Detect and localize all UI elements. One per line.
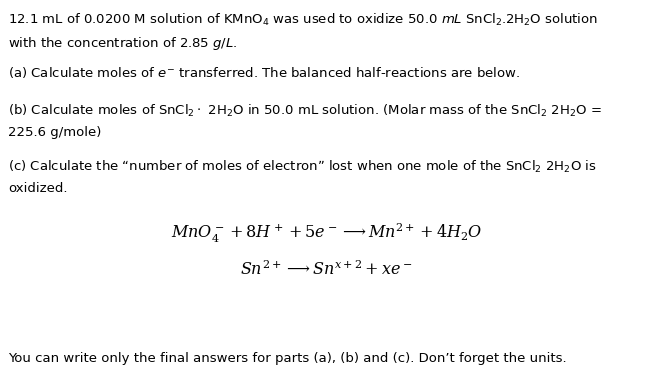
Text: (b) Calculate moles of SnCl$_2\cdot$ 2H$_2$O in 50.0 mL solution. (Molar mass of: (b) Calculate moles of SnCl$_2\cdot$ 2H$… — [8, 103, 602, 119]
Text: 225.6 g/mole): 225.6 g/mole) — [8, 126, 101, 139]
Text: (a) Calculate moles of $e^{-}$ transferred. The balanced half-reactions are belo: (a) Calculate moles of $e^{-}$ transferr… — [8, 65, 520, 80]
Text: with the concentration of 2.85 $\it{g/L}$.: with the concentration of 2.85 $\it{g/L}… — [8, 35, 238, 52]
Text: $MnO_4^- + 8H^+ + 5e^- \longrightarrow Mn^{2+} + 4H_2O$: $MnO_4^- + 8H^+ + 5e^- \longrightarrow M… — [170, 222, 483, 245]
Text: 12.1 mL of 0.0200 M solution of KMnO$_4$ was used to oxidize 50.0 $\it{mL}$ SnCl: 12.1 mL of 0.0200 M solution of KMnO$_4$… — [8, 12, 597, 28]
Text: oxidized.: oxidized. — [8, 182, 67, 195]
Text: $Sn^{2+} \longrightarrow Sn^{x+2} + xe^-$: $Sn^{2+} \longrightarrow Sn^{x+2} + xe^-… — [240, 260, 413, 278]
Text: You can write only the final answers for parts (a), (b) and (c). Don’t forget th: You can write only the final answers for… — [8, 352, 566, 365]
Text: (c) Calculate the “number of moles of electron” lost when one mole of the SnCl$_: (c) Calculate the “number of moles of el… — [8, 159, 597, 175]
